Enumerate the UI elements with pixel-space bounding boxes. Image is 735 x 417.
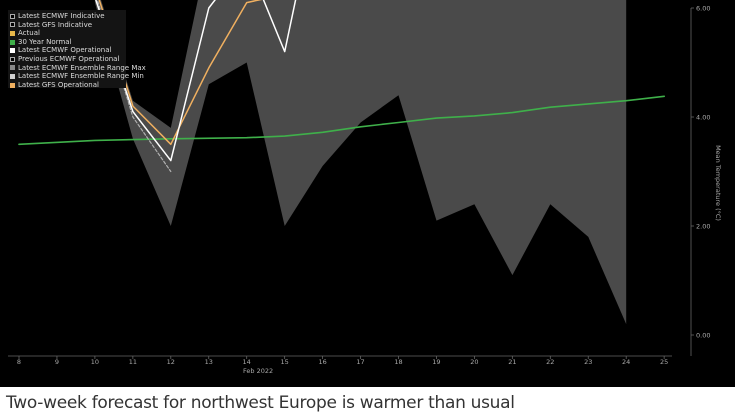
- chart-panel: 8 9 10 11 12 13 14 15 16 17 18 19 20 21 22 23 24 25 0.00 2.…: [0, 0, 735, 387]
- legend-item: Actual: [10, 29, 126, 38]
- legend-swatch: [10, 30, 15, 36]
- legend-swatch: [10, 82, 15, 88]
- legend-swatch: [10, 39, 15, 45]
- legend-item: 30 Year Normal: [10, 38, 126, 47]
- legend-label: Latest ECMWF Ensemble Range Max: [18, 63, 146, 72]
- legend-item: Latest ECMWF Indicative: [10, 12, 126, 21]
- series-line-previous: [96, 0, 172, 173]
- y-tick-label: 4.00: [696, 113, 710, 121]
- ensemble-range-band: [94, 0, 627, 325]
- legend-item: Latest ECMWF Ensemble Range Min: [10, 72, 144, 81]
- x-tick-label: 13: [205, 358, 213, 366]
- legend: Latest ECMWF Indicative Latest GFS Indica…: [8, 10, 146, 90]
- x-tick-label: 9: [55, 358, 59, 366]
- x-tick-label: 20: [470, 358, 478, 366]
- chart-caption: Two-week forecast for northwest Europe i…: [6, 393, 515, 413]
- x-tick-label: 12: [167, 358, 175, 366]
- legend-label: Actual: [18, 29, 40, 38]
- legend-item: Latest GFS Indicative: [10, 21, 126, 30]
- ensemble-range-band-layer: [94, 0, 627, 325]
- axis-layer: 8 9 10 11 12 13 14 15 16 17 18 19 20 21 22 23 24 25 0.00 2.…: [8, 4, 722, 375]
- x-tick-label: 14: [243, 358, 251, 366]
- x-axis-title: Feb 2022: [243, 367, 273, 375]
- x-tick-label: 17: [356, 358, 364, 366]
- series-line-ecmwf_operational: [95, 0, 297, 162]
- x-tick-label: 23: [584, 358, 592, 366]
- legend-label: Latest GFS Operational: [18, 80, 99, 89]
- x-tick-label: 21: [508, 358, 516, 366]
- legend-item: Latest ECMWF Ensemble Range Max: [10, 64, 146, 73]
- legend-swatch: [10, 22, 15, 28]
- legend-swatch: [10, 65, 15, 71]
- x-tick-label: 25: [660, 358, 668, 366]
- legend-label: Latest ECMWF Indicative: [18, 12, 105, 20]
- legend-label: Latest GFS Indicative: [18, 20, 93, 29]
- series-line-gfs_operational: [98, 0, 263, 146]
- legend-item: Latest ECMWF Operational: [10, 46, 126, 55]
- legend-swatch: [10, 48, 15, 54]
- legend-label: Latest ECMWF Operational: [18, 46, 112, 55]
- chart-svg: 8 9 10 11 12 13 14 15 16 17 18 19 20 21 22 23 24 25 0.00 2.…: [8, 0, 722, 375]
- legend-swatch: [10, 73, 15, 79]
- x-tick-label: 10: [91, 358, 99, 366]
- x-tick-label: 18: [394, 358, 402, 366]
- legend-swatch: [10, 56, 15, 62]
- series-layer: [18, 0, 666, 173]
- x-tick-label: 24: [622, 358, 630, 366]
- x-tick-label: 16: [318, 358, 326, 366]
- x-tick-label: 15: [281, 358, 289, 366]
- x-tick-label: 8: [17, 358, 21, 366]
- y-tick-label: 0.00: [696, 331, 710, 339]
- legend-item: Previous ECMWF Operational: [10, 55, 126, 64]
- x-tick-label: 22: [546, 358, 554, 366]
- y-tick-label: 6.00: [696, 4, 710, 12]
- series-line-normal: [18, 95, 666, 146]
- x-tick-label: 11: [129, 358, 137, 366]
- legend-label: Latest ECMWF Ensemble Range Min: [18, 72, 144, 81]
- x-tick-label: 19: [432, 358, 440, 366]
- y-axis-title: Mean Temperature (°C): [714, 145, 722, 221]
- legend-label: Previous ECMWF Operational: [18, 54, 120, 63]
- y-tick-label: 2.00: [696, 222, 710, 230]
- legend-swatch: [10, 13, 15, 19]
- legend-label: 30 Year Normal: [18, 37, 72, 46]
- legend-item: Latest GFS Operational: [10, 81, 126, 90]
